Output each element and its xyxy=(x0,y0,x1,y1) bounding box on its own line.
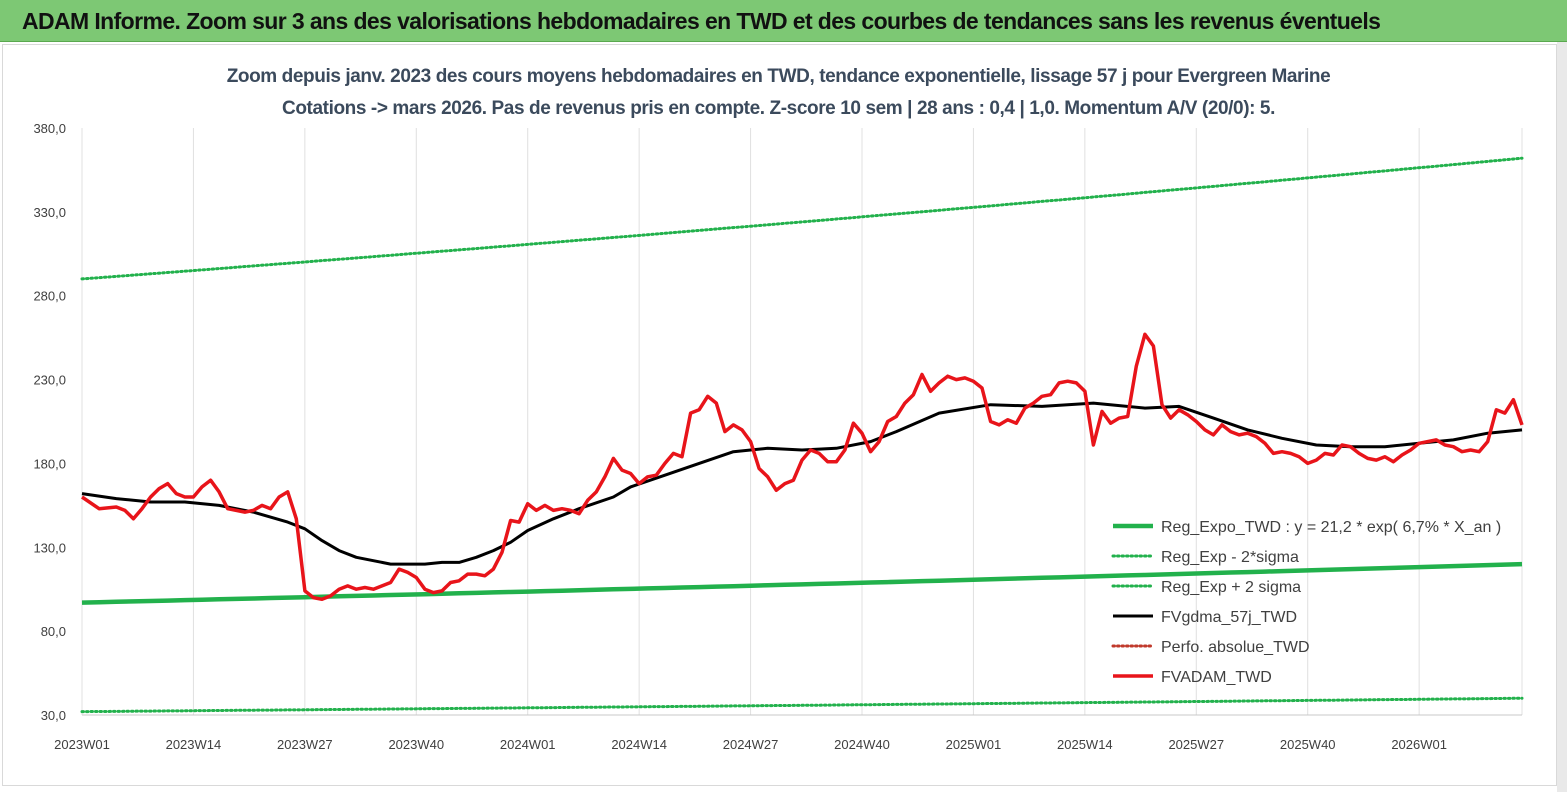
x-tick-label: 2024W14 xyxy=(611,737,667,752)
legend-label-5: Perfo. absolue_TWD xyxy=(1161,639,1310,656)
x-tick-label: 2023W40 xyxy=(388,737,444,752)
x-tick-label: 2024W01 xyxy=(500,737,556,752)
report-banner: ADAM Informe. Zoom sur 3 ans des valoris… xyxy=(0,0,1567,42)
series-line-3 xyxy=(80,156,1524,281)
series-line-1 xyxy=(81,561,1523,605)
report-title: ADAM Informe. Zoom sur 3 ans des valoris… xyxy=(22,8,1381,34)
x-tick-label: 2025W14 xyxy=(1057,737,1113,752)
chart-panel xyxy=(2,44,1557,786)
legend-label-1: Reg_Expo_TWD : y = 21,2 * exp( 6,7% * X_… xyxy=(1161,519,1501,536)
chart-subtitle: Cotations -> mars 2026. Pas de revenus p… xyxy=(282,98,1275,119)
y-tick-label: 80,0 xyxy=(41,624,66,639)
x-tick-label: 2025W01 xyxy=(946,737,1002,752)
y-tick-label: 330,0 xyxy=(33,205,66,220)
legend-label-6: FVADAM_TWD xyxy=(1161,669,1272,686)
x-tick-label: 2026W01 xyxy=(1391,737,1447,752)
window-edge xyxy=(1557,42,1567,792)
x-tick-label: 2024W27 xyxy=(723,737,779,752)
y-tick-label: 30,0 xyxy=(41,708,66,723)
series-line-2 xyxy=(80,696,1524,714)
x-tick-label: 2024W40 xyxy=(834,737,890,752)
y-tick-label: 180,0 xyxy=(33,456,66,471)
y-tick-label: 230,0 xyxy=(33,373,66,388)
y-tick-label: 380,0 xyxy=(33,121,66,136)
x-tick-label: 2023W14 xyxy=(166,737,222,752)
legend-label-3: Reg_Exp + 2 sigma xyxy=(1161,579,1301,596)
chart-title: Zoom depuis janv. 2023 des cours moyens … xyxy=(226,66,1331,87)
legend-label-2: Reg_Exp - 2*sigma xyxy=(1161,549,1299,566)
y-tick-label: 130,0 xyxy=(33,540,66,555)
series-line-4 xyxy=(81,401,1523,566)
legend-label-4: FVgdma_57j_TWD xyxy=(1161,609,1297,626)
x-tick-label: 2025W27 xyxy=(1168,737,1224,752)
x-tick-label: 2025W40 xyxy=(1280,737,1336,752)
y-tick-label: 280,0 xyxy=(33,289,66,304)
x-tick-label: 2023W27 xyxy=(277,737,333,752)
x-tick-label: 2023W01 xyxy=(54,737,110,752)
series-line-6 xyxy=(81,332,1524,602)
